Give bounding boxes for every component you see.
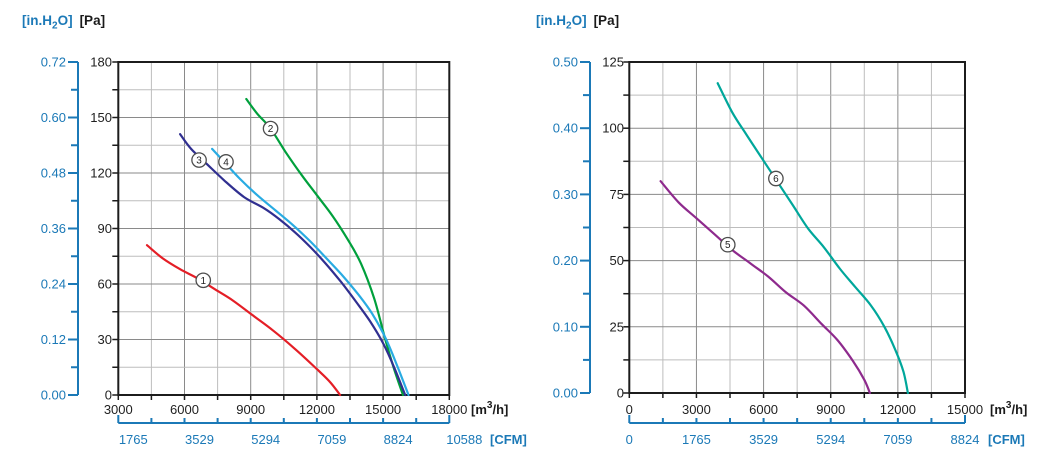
right-chart-title: [in.H2O] [Pa] <box>536 13 619 32</box>
flow-tick-label: 12000 <box>299 402 335 417</box>
flow-tick-label: 12000 <box>880 402 916 417</box>
inh2o-unit-label: [in.H2O] <box>22 13 73 32</box>
left-chart-pa-tick-labels: 180 150 120 90 60 30 0 <box>90 55 112 403</box>
cfm-tick-label: 8824 <box>384 432 413 447</box>
cfm-tick-label: 1765 <box>682 432 711 447</box>
flow-tick-label: 9000 <box>236 402 265 417</box>
left-chart-cfm-axis: 1765 3529 5294 7059 8824 10588 [CFM] <box>117 415 527 447</box>
inh2o-tick-label: 0.50 <box>553 55 578 70</box>
curve-label-2: 2 <box>262 120 279 137</box>
pa-tick-label: 180 <box>90 55 112 70</box>
curve-label-6: 6 <box>768 170 784 187</box>
left-chart-inh2o-axis: 0.72 0.60 0.48 0.36 0.24 0.12 0.00 <box>41 55 79 403</box>
pa-tick-label: 50 <box>610 253 624 268</box>
left-chart-grid <box>118 62 450 395</box>
curve-3 <box>179 133 407 397</box>
right-chart-cfm-axis: 0 1765 3529 5294 7059 8824 [CFM] <box>626 415 1025 447</box>
cfm-tick-label: 5294 <box>251 432 280 447</box>
pa-tick-label: 0 <box>105 388 112 403</box>
inh2o-tick-label: 0.30 <box>553 187 578 202</box>
cfm-unit-label: [CFM] <box>988 432 1025 447</box>
cfm-tick-label: 3529 <box>749 432 778 447</box>
left-chart-flow-tick-labels: 3000 6000 9000 12000 15000 18000 [m3/h] <box>104 400 509 417</box>
cfm-tick-label: 5294 <box>816 432 845 447</box>
flow-unit-label: [m3/h] <box>990 400 1027 417</box>
inh2o-tick-label: 0.24 <box>41 277 66 292</box>
curve-number: 6 <box>773 174 779 185</box>
pa-tick-label: 120 <box>90 166 112 181</box>
flow-tick-label: 0 <box>626 402 633 417</box>
inh2o-tick-label: 0.36 <box>41 221 66 236</box>
cfm-tick-label: 8824 <box>951 432 980 447</box>
right-chart-frame <box>623 61 966 398</box>
curve-label-1: 1 <box>195 272 212 289</box>
curve-5 <box>659 180 871 395</box>
pa-tick-label: 0 <box>617 386 624 401</box>
pa-tick-label: 90 <box>98 221 112 236</box>
flow-tick-label: 9000 <box>816 402 845 417</box>
flow-unit-label: [m3/h] <box>471 400 508 417</box>
flow-tick-label: 18000 <box>431 402 467 417</box>
right-chart-inh2o-axis: 0.50 0.40 0.30 0.20 0.10 0.00 <box>553 55 591 401</box>
inh2o-unit-label: [in.H2O] <box>536 13 587 32</box>
curve-number: 5 <box>725 240 731 251</box>
flow-tick-label: 3000 <box>104 402 133 417</box>
inh2o-tick-label: 0.72 <box>41 55 66 70</box>
cfm-tick-label: 10588 <box>446 432 482 447</box>
flow-tick-label: 6000 <box>749 402 778 417</box>
curve-1 <box>145 244 342 397</box>
pa-unit-label: [Pa] <box>593 13 620 28</box>
curve-number: 4 <box>223 157 229 168</box>
curve-number: 3 <box>196 156 202 167</box>
inh2o-tick-label: 0.40 <box>553 121 578 136</box>
curve-label-3: 3 <box>191 152 207 168</box>
flow-tick-label: 15000 <box>365 402 401 417</box>
cfm-tick-label: 7059 <box>883 432 912 447</box>
flow-tick-label: 3000 <box>682 402 711 417</box>
right-chart-pa-tick-labels: 125 100 75 50 25 0 <box>602 55 624 401</box>
pa-tick-label: 75 <box>610 187 624 202</box>
pa-tick-label: 30 <box>98 332 112 347</box>
cfm-unit-label: [CFM] <box>490 432 527 447</box>
pa-tick-label: 150 <box>90 110 112 125</box>
inh2o-tick-label: 0.20 <box>553 253 578 268</box>
curve-6 <box>716 82 909 395</box>
right-chart-grid <box>629 62 965 393</box>
pa-tick-label: 60 <box>98 277 112 292</box>
left-chart-frame <box>112 61 451 400</box>
pa-tick-label: 125 <box>602 55 624 70</box>
cfm-tick-label: 7059 <box>317 432 346 447</box>
inh2o-tick-label: 0.00 <box>553 386 578 401</box>
inh2o-tick-label: 0.10 <box>553 319 578 334</box>
flow-tick-label: 6000 <box>170 402 199 417</box>
cfm-tick-label: 0 <box>626 432 633 447</box>
pa-tick-label: 25 <box>610 319 624 334</box>
inh2o-tick-label: 0.48 <box>41 166 66 181</box>
cfm-tick-label: 3529 <box>185 432 214 447</box>
right-chart-flow-tick-labels: 0 3000 6000 9000 12000 15000 [m3/h] <box>626 400 1028 417</box>
curve-4 <box>211 147 410 397</box>
curve-number: 2 <box>268 124 274 135</box>
inh2o-tick-label: 0.00 <box>41 388 66 403</box>
curve-label-4: 4 <box>218 154 234 170</box>
left-chart-title: [in.H2O] [Pa] <box>22 13 105 32</box>
cfm-tick-label: 1765 <box>119 432 148 447</box>
curve-number: 1 <box>200 276 206 287</box>
flow-tick-label: 15000 <box>947 402 983 417</box>
pa-tick-label: 100 <box>602 121 624 136</box>
inh2o-tick-label: 0.12 <box>41 332 66 347</box>
curve-label-5: 5 <box>719 236 736 253</box>
pa-unit-label: [Pa] <box>79 13 106 28</box>
inh2o-tick-label: 0.60 <box>41 110 66 125</box>
